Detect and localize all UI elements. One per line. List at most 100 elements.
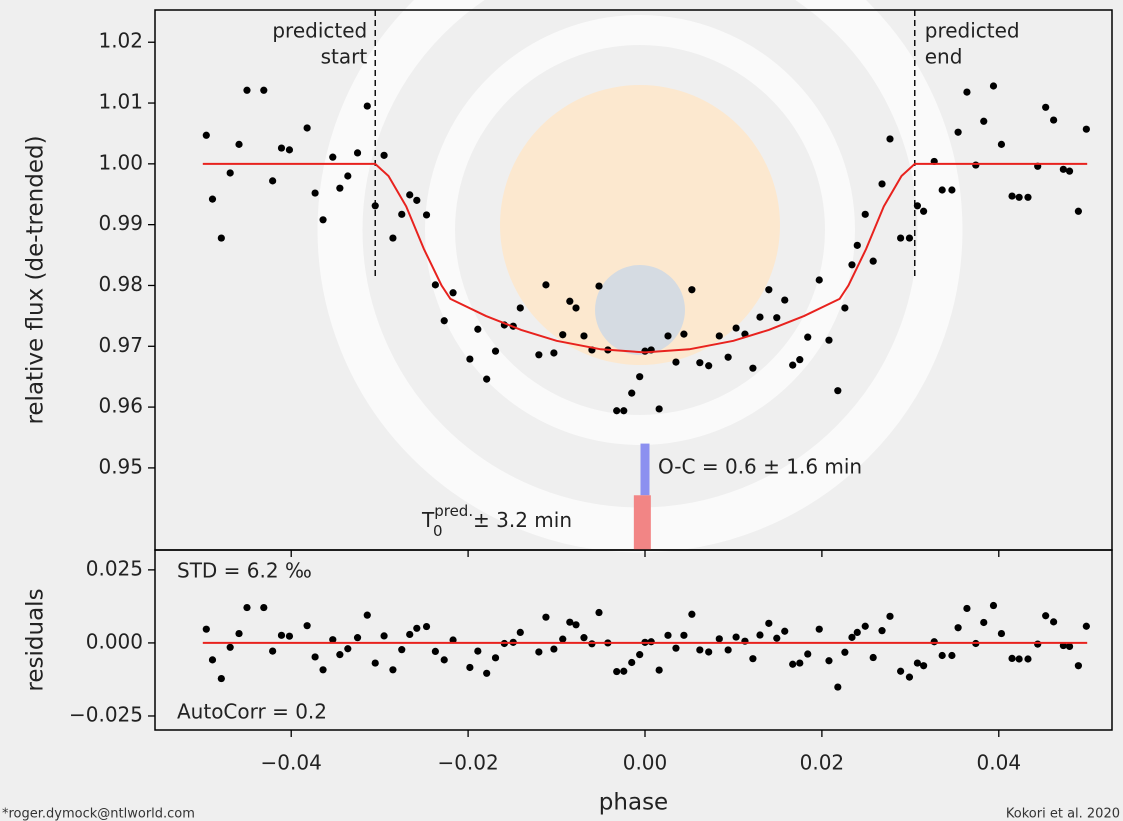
data-point xyxy=(516,628,524,637)
data-point xyxy=(353,634,362,642)
x-tick-label: −0.04 xyxy=(261,751,322,775)
timing-bar xyxy=(640,443,650,496)
data-point xyxy=(688,286,696,294)
data-point xyxy=(422,211,431,219)
data-point xyxy=(938,651,946,660)
data-point xyxy=(1024,193,1032,201)
data-point xyxy=(329,153,337,161)
data-point xyxy=(566,297,574,305)
data-point xyxy=(580,332,588,340)
data-point xyxy=(815,625,823,633)
data-point xyxy=(613,407,621,415)
predicted-label: start xyxy=(321,45,368,69)
data-point xyxy=(413,624,421,632)
data-point xyxy=(897,667,905,675)
data-point xyxy=(243,603,251,612)
data-point xyxy=(789,361,797,369)
data-point xyxy=(1015,655,1023,663)
data-point xyxy=(380,151,388,159)
data-point xyxy=(542,281,550,289)
data-point xyxy=(1059,165,1067,173)
data-point xyxy=(483,375,491,383)
y-tick-label: 0.99 xyxy=(98,211,143,235)
data-point xyxy=(765,286,773,294)
data-point xyxy=(595,282,603,290)
y-tick-label: 0.97 xyxy=(98,333,143,357)
autocorr-annotation: AutoCorr = 0.2 xyxy=(177,700,327,724)
data-point xyxy=(869,653,877,662)
y-tick-label: 1.02 xyxy=(98,29,143,53)
data-point xyxy=(688,610,696,618)
data-point xyxy=(440,656,448,664)
data-point xyxy=(672,358,680,366)
data-point xyxy=(363,102,371,110)
data-point xyxy=(235,629,243,638)
data-point xyxy=(572,621,580,629)
predicted-label: predicted xyxy=(272,19,367,43)
data-point xyxy=(672,644,680,652)
data-point xyxy=(344,172,352,180)
predicted-label: predicted xyxy=(925,19,1020,43)
data-point xyxy=(474,325,482,333)
data-point xyxy=(1074,207,1082,215)
data-point xyxy=(406,191,414,199)
data-point xyxy=(920,207,928,215)
data-point xyxy=(260,603,268,612)
data-point xyxy=(781,627,789,635)
x-tick-label: −0.02 xyxy=(437,751,498,775)
data-point xyxy=(353,149,362,157)
data-point xyxy=(825,657,833,665)
data-point xyxy=(572,304,580,312)
data-point xyxy=(897,234,905,242)
data-point xyxy=(483,669,491,677)
y-axis-label: relative flux (de-trended) xyxy=(23,135,49,424)
data-point xyxy=(398,210,406,218)
data-point xyxy=(878,180,886,188)
data-point xyxy=(1008,654,1016,663)
data-point xyxy=(235,140,243,148)
data-point xyxy=(749,655,757,663)
data-point xyxy=(848,261,856,269)
plot-frame xyxy=(154,549,1113,731)
data-point xyxy=(559,635,567,643)
data-point xyxy=(371,659,379,667)
data-point xyxy=(664,631,672,639)
data-point xyxy=(756,313,764,321)
data-point xyxy=(1065,167,1074,175)
data-point xyxy=(208,656,217,664)
data-point xyxy=(406,630,414,639)
data-point xyxy=(535,351,543,359)
data-point xyxy=(954,128,962,136)
data-point xyxy=(1024,655,1032,663)
footer-email: *roger.dymock@ntlworld.com xyxy=(2,807,195,821)
data-point xyxy=(208,195,217,203)
data-point xyxy=(1082,125,1090,133)
data-point xyxy=(595,608,603,617)
data-point xyxy=(963,604,971,613)
data-point xyxy=(422,622,431,631)
data-point xyxy=(491,654,500,662)
data-point xyxy=(705,648,713,656)
data-point xyxy=(869,257,877,265)
y-tick-label: 0.98 xyxy=(98,272,143,296)
data-point xyxy=(413,196,421,204)
data-point xyxy=(1050,116,1058,124)
data-point xyxy=(277,144,286,152)
data-point xyxy=(336,184,344,192)
data-point xyxy=(834,387,842,395)
data-point xyxy=(641,347,649,355)
data-point xyxy=(431,281,439,289)
data-point xyxy=(804,650,812,658)
data-point xyxy=(1082,622,1090,630)
x-tick-label: 0.04 xyxy=(977,751,1022,775)
data-point xyxy=(202,131,210,139)
data-point xyxy=(336,651,344,659)
data-point xyxy=(972,161,980,169)
data-point xyxy=(1065,642,1074,651)
oc-annotation: O-C = 0.6 ± 1.6 min xyxy=(658,455,862,479)
data-point xyxy=(491,347,500,355)
data-point xyxy=(853,241,861,249)
data-point xyxy=(997,629,1006,638)
data-point xyxy=(380,632,388,640)
